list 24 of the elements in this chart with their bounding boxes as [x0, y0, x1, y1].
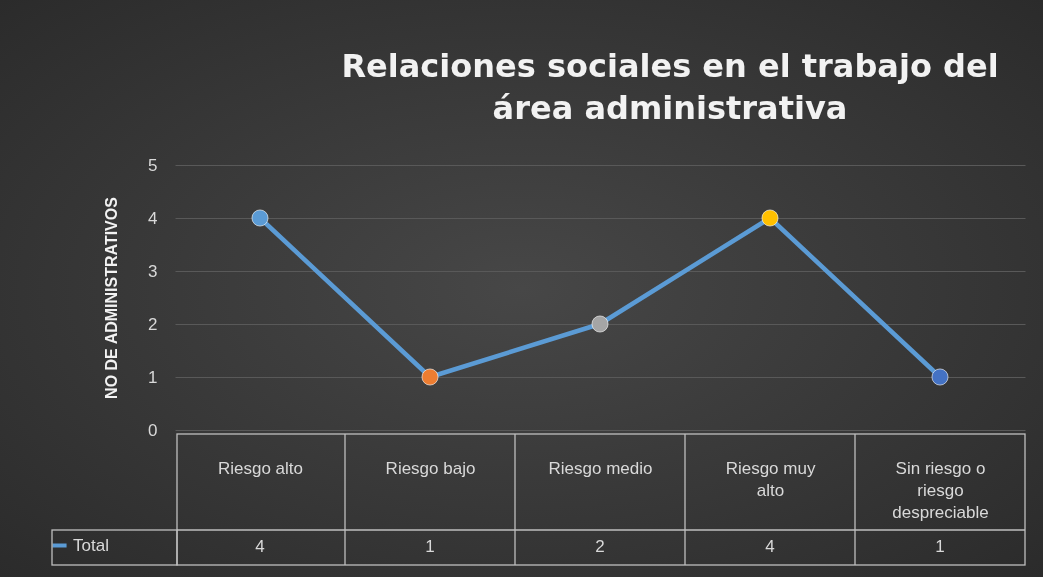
- x-tick-label: Riesgo muy alto: [725, 458, 816, 500]
- x-tick-label: Riesgo bajo: [385, 458, 476, 478]
- point: [421, 368, 439, 386]
- data-label: 2: [595, 537, 605, 556]
- point: [931, 368, 949, 386]
- data-label: 4: [255, 537, 265, 556]
- y-tick-label: 2: [148, 314, 158, 334]
- data-label: 1: [425, 537, 435, 556]
- x-tick-label: Riesgo alto: [217, 458, 304, 478]
- y-tick-label: 4: [148, 208, 158, 228]
- legend-label: Total: [73, 535, 109, 555]
- data-label: 4: [765, 537, 775, 556]
- point: [761, 209, 779, 227]
- y-tick-label: 0: [148, 420, 158, 440]
- point: [591, 315, 609, 333]
- data-label: 1: [935, 537, 945, 556]
- x-tick-label: Sin riesgo o riesgo despreciable: [892, 458, 989, 522]
- y-tick-label: 5: [148, 155, 158, 175]
- x-tick-label: Riesgo medio: [548, 458, 653, 478]
- chart-title: Relaciones sociales en el trabajo del área administrativa: [341, 47, 999, 127]
- y-tick-label: 1: [148, 367, 158, 387]
- point: [251, 209, 269, 227]
- y-axis-title: NO DE ADMINISTRATIVOS: [103, 196, 121, 399]
- y-tick-label: 3: [148, 261, 158, 281]
